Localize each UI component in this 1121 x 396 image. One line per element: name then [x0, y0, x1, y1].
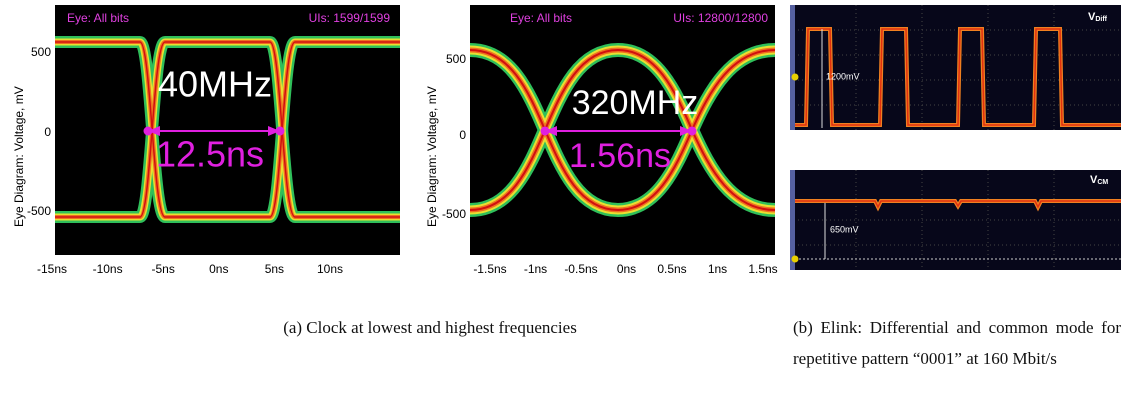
x-tick-label: 1ns — [693, 262, 743, 276]
scope-label-sub: CM — [1097, 179, 1108, 186]
amplitude-label: 1200mV — [826, 71, 860, 81]
scope-edge — [790, 5, 795, 130]
header-left: Eye: All bits — [510, 11, 572, 25]
x-tick-label: -15ns — [27, 262, 77, 276]
eye-diagram: Eye: All bits UIs: 1599/1599 40MHz 12.5n… — [55, 5, 400, 255]
scope-background — [790, 170, 1121, 270]
scope-edge — [790, 170, 795, 270]
caption: (b) Elink: Differential and common mode … — [793, 312, 1121, 374]
scope-marker — [792, 256, 799, 263]
y-tick-label: 0 — [438, 128, 466, 142]
x-tick-label: 0.5ns — [647, 262, 697, 276]
period-label: 12.5ns — [156, 134, 264, 175]
amplitude-label: 650mV — [830, 224, 859, 234]
scope-screen: 1200mV VDiff — [790, 5, 1121, 130]
x-tick-label: -1.5ns — [465, 262, 515, 276]
x-tick-label: 5ns — [249, 262, 299, 276]
scope-label-sub: Diff — [1095, 16, 1107, 23]
x-tick-label: -1ns — [511, 262, 561, 276]
header-right: UIs: 12800/12800 — [673, 11, 768, 25]
scope-background — [790, 5, 1121, 130]
y-tick-label: 500 — [438, 52, 466, 66]
x-tick-label: 0ns — [602, 262, 652, 276]
header-right: UIs: 1599/1599 — [309, 11, 391, 25]
y-tick-label: 500 — [23, 45, 51, 59]
page: {"panels": [ {"header_left": "Eye: All b… — [0, 0, 1121, 396]
eye-diagram: Eye: All bits UIs: 12800/12800 320MHz 1.… — [470, 5, 775, 255]
x-tick-label: 1.5ns — [738, 262, 788, 276]
x-tick-label: 10ns — [305, 262, 355, 276]
scope-marker — [792, 74, 799, 81]
x-tick-label: -10ns — [83, 262, 133, 276]
period-label: 1.56ns — [569, 137, 671, 175]
y-tick-label: 0 — [23, 125, 51, 139]
frequency-label: 320MHz — [572, 84, 699, 122]
header-left: Eye: All bits — [67, 11, 129, 25]
scope-screen: 650mV VCM — [790, 170, 1121, 270]
x-tick-label: -0.5ns — [556, 262, 606, 276]
caption: (a) Clock at lowest and highest frequenc… — [140, 312, 720, 343]
frequency-label: 40MHz — [158, 64, 272, 105]
y-axis-label: Eye Diagram: Voltage, mV — [425, 86, 439, 227]
x-tick-label: 0ns — [194, 262, 244, 276]
x-tick-label: -5ns — [138, 262, 188, 276]
y-tick-label: -500 — [23, 204, 51, 218]
y-tick-label: -500 — [438, 207, 466, 221]
